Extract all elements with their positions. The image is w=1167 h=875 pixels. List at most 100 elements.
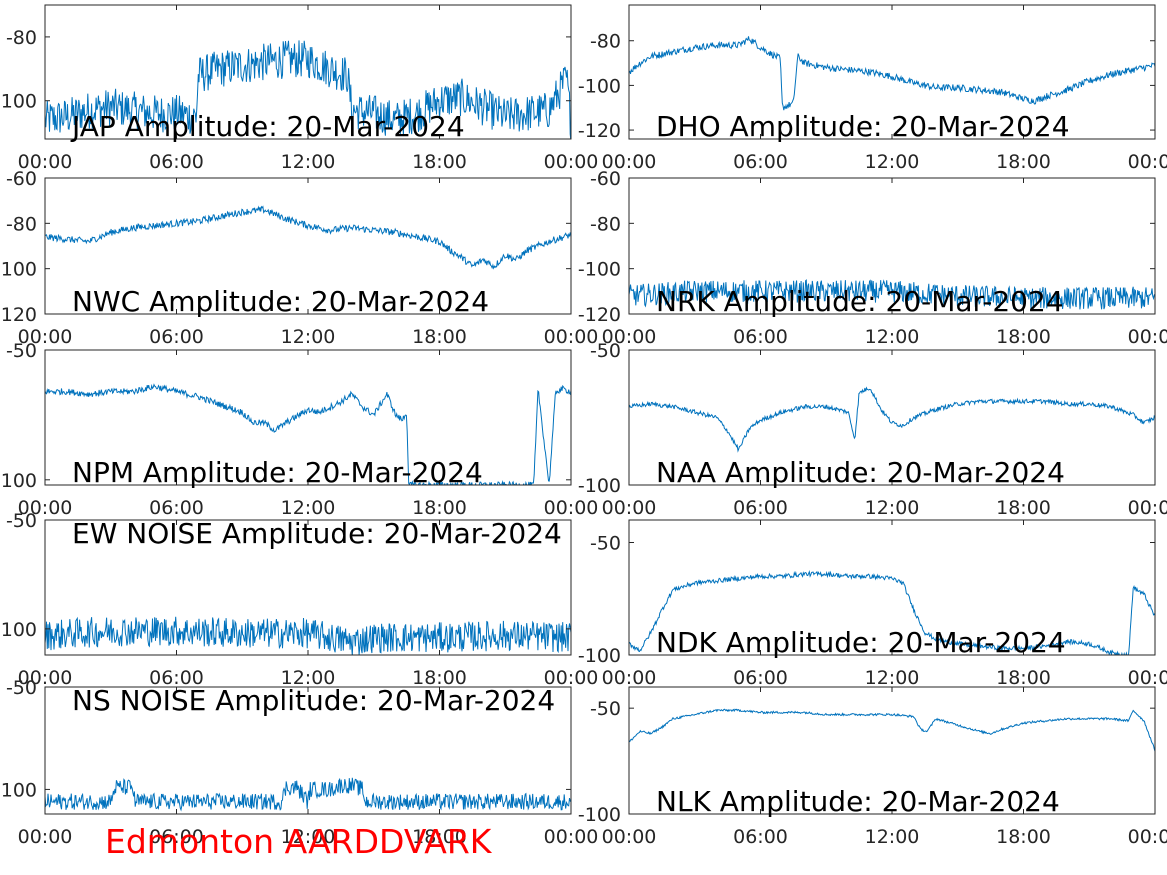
x-tick-label: 06:00	[149, 826, 204, 848]
panel-title: NDK Amplitude: 20-Mar-2024	[656, 626, 1066, 659]
x-tick-label: 00:00	[544, 326, 599, 348]
y-tick-label: -50	[6, 677, 37, 699]
x-tick-label: 18:00	[412, 667, 467, 689]
y-tick-label: -50	[6, 340, 37, 362]
x-tick-label: 06:00	[149, 667, 204, 689]
y-tick-label: -100	[578, 645, 621, 667]
panel: -50 100 00:00 06:00 12:00 18:00 00:00 EW NOISE …	[1, 510, 599, 689]
x-tick-label: 12:00	[281, 667, 336, 689]
series-line	[45, 383, 571, 485]
series-line	[45, 40, 571, 139]
y-tick-label: -50	[590, 340, 621, 362]
x-tick-label: 00:00	[602, 826, 657, 848]
x-tick-label: 06:00	[149, 326, 204, 348]
x-tick-label: 00:00	[602, 326, 657, 348]
y-tick-label: -50	[6, 510, 37, 532]
panel: -80 100 00:00 06:00 12:00 18:00 00:00 JAP Ampli…	[1, 4, 599, 173]
y-tick-label: -50	[590, 533, 621, 555]
x-tick-label: 12:00	[865, 826, 920, 848]
series-line	[45, 616, 571, 655]
x-tick-label: 00:00	[602, 667, 657, 689]
y-tick-label: 100	[1, 91, 37, 113]
panel-title: NS NOISE Amplitude: 20-Mar-2024	[72, 684, 555, 717]
x-tick-label: 00:00	[18, 326, 73, 348]
x-tick-label: 00:00	[544, 497, 599, 519]
y-tick-label: 100	[1, 779, 37, 801]
x-tick-label: 12:00	[865, 497, 920, 519]
x-tick-label: 12:00	[865, 326, 920, 348]
series-line	[629, 279, 1155, 310]
y-tick-label: -50	[590, 698, 621, 720]
y-tick-label: -80	[6, 27, 37, 49]
x-tick-label: 00:00	[18, 667, 73, 689]
x-tick-label: 18:00	[996, 326, 1051, 348]
x-tick-label: 18:00	[412, 151, 467, 173]
x-tick-label: 00:00	[544, 151, 599, 173]
series-line	[45, 205, 571, 270]
panel-title: DHO Amplitude: 20-Mar-2024	[656, 110, 1070, 143]
x-tick-label: 00:00	[1128, 667, 1167, 689]
panel-title: JAP Amplitude: 20-Mar-2024	[70, 110, 465, 143]
y-tick-label: -80	[6, 213, 37, 235]
x-tick-label: 00:00	[18, 497, 73, 519]
panel-title: NRK Amplitude: 20-Mar-2024	[656, 285, 1064, 318]
x-tick-label: 12:00	[281, 826, 336, 848]
series-line	[629, 386, 1155, 453]
x-tick-label: 06:00	[149, 497, 204, 519]
x-tick-label: 12:00	[865, 151, 920, 173]
x-tick-label: 06:00	[733, 826, 788, 848]
panel: -80 -100 -120 00:00 06:00 12:00 18:00 00:00 DHO …	[578, 4, 1167, 173]
panel: -50 100 00:00 06:00 12:00 18:00 00:00 NPM Ampli…	[1, 340, 599, 519]
panel: -50 100 00:00 06:00 12:00 18:00 00:00 NS NOISE …	[1, 677, 599, 848]
x-tick-label: 12:00	[281, 326, 336, 348]
x-tick-label: 06:00	[733, 667, 788, 689]
x-tick-label: 00:00	[544, 826, 599, 848]
y-tick-label: -120	[578, 304, 621, 326]
panel-title: NAA Amplitude: 20-Mar-2024	[656, 456, 1065, 489]
panel-title: EW NOISE Amplitude: 20-Mar-2024	[72, 517, 562, 550]
x-tick-label: 06:00	[733, 497, 788, 519]
y-tick-label: 100	[1, 619, 37, 641]
x-tick-label: 00:00	[18, 151, 73, 173]
y-tick-label: 120	[1, 304, 37, 326]
x-tick-label: 00:00	[1128, 497, 1167, 519]
x-tick-label: 00:00	[1128, 326, 1167, 348]
x-tick-label: 18:00	[412, 326, 467, 348]
y-tick-label: -80	[590, 31, 621, 53]
x-tick-label: 12:00	[281, 151, 336, 173]
x-tick-label: 18:00	[996, 151, 1051, 173]
x-tick-label: 00:00	[1128, 151, 1167, 173]
y-tick-label: -100	[578, 475, 621, 497]
figure-title: Edmonton AARDDVARK	[105, 822, 493, 861]
y-tick-label: -60	[590, 168, 621, 190]
panel: -60-80-100-12000:0006:0012:0018:0000:00N…	[578, 168, 1167, 348]
y-tick-label: -60	[6, 168, 37, 190]
x-tick-label: 00:00	[1128, 826, 1167, 848]
panel-title: NWC Amplitude: 20-Mar-2024	[72, 285, 489, 318]
x-tick-label: 12:00	[281, 497, 336, 519]
x-tick-label: 06:00	[733, 151, 788, 173]
y-tick-label: -100	[578, 804, 621, 826]
x-tick-label: 06:00	[733, 326, 788, 348]
series-line	[629, 36, 1155, 111]
panel-title: NPM Amplitude: 20-Mar-2024	[72, 456, 483, 489]
x-tick-label: 18:00	[412, 826, 467, 848]
x-tick-label: 00:00	[602, 151, 657, 173]
y-tick-label: 100	[1, 470, 37, 492]
panels-group: -80 100 00:00 06:00 12:00 18:00 00:00 JAP Ampli…	[1, 4, 1167, 848]
x-tick-label: 00:00	[544, 667, 599, 689]
x-tick-label: 06:00	[149, 151, 204, 173]
x-tick-label: 00:00	[602, 497, 657, 519]
y-tick-label: -100	[578, 75, 621, 97]
x-tick-label: 12:00	[865, 667, 920, 689]
panel-title: NLK Amplitude: 20-Mar-2024	[656, 785, 1060, 818]
series-line	[45, 777, 571, 812]
x-tick-label: 18:00	[996, 667, 1051, 689]
x-tick-label: 18:00	[996, 826, 1051, 848]
y-tick-label: -120	[578, 120, 621, 142]
